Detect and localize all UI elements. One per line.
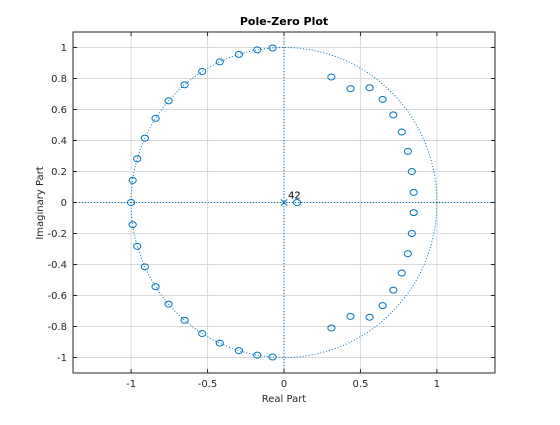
zero-marker <box>268 44 277 52</box>
y-tick-label: -0.4 <box>47 260 67 271</box>
zero-marker <box>403 147 412 155</box>
zero-marker <box>409 188 418 196</box>
zero-marker <box>198 68 207 76</box>
x-tick-label: 0.5 <box>352 379 368 390</box>
zero-marker <box>180 316 189 324</box>
zero-marker <box>128 221 137 229</box>
zero-marker <box>151 114 160 122</box>
x-tick-label: 1 <box>434 379 440 390</box>
zero-marker <box>397 269 406 277</box>
zero-marker <box>151 283 160 291</box>
zero-marker <box>234 347 243 355</box>
y-tick-label: -1 <box>57 353 67 364</box>
markers: 42 <box>127 44 418 361</box>
zero-marker <box>133 242 142 250</box>
zero-marker <box>215 58 224 66</box>
y-axis-label: Imaginary Part <box>35 166 46 239</box>
y-tick-label: -0.2 <box>47 229 67 240</box>
tick-labels: -1 -0.5 0 0.5 1 1 0.8 0.6 0.4 0.2 0 -0.2 -0.4 -0.6 -0.… <box>47 43 440 390</box>
zero-marker <box>268 353 277 361</box>
pole-multiplicity-label: 42 <box>288 191 301 202</box>
zero-marker <box>180 81 189 89</box>
zero-marker <box>407 168 416 175</box>
y-tick-label: 0 <box>61 198 67 209</box>
axes-frame <box>72 31 496 374</box>
chart-title: Pole-Zero Plot <box>240 15 328 28</box>
zero-marker <box>140 134 149 142</box>
zero-marker <box>292 199 302 206</box>
zero-marker <box>127 199 136 206</box>
zero-marker <box>346 85 355 93</box>
zero-marker <box>128 176 137 184</box>
zero-marker <box>409 209 418 217</box>
zero-marker <box>164 97 173 105</box>
zero-marker <box>327 73 336 81</box>
zero-marker <box>407 230 416 237</box>
y-tick-label: 0.2 <box>51 167 67 178</box>
x-axis-label: Real Part <box>262 394 307 405</box>
zero-marker <box>378 95 387 103</box>
zero-marker <box>253 46 262 54</box>
zero-marker <box>389 286 398 294</box>
zero-marker <box>403 250 412 258</box>
zero-marker <box>234 50 243 58</box>
zero-marker <box>346 312 355 320</box>
zero-marker <box>389 111 398 119</box>
zero-marker <box>140 263 149 271</box>
zero-marker <box>397 128 406 136</box>
zero-marker <box>365 313 374 321</box>
zero-marker <box>327 324 336 332</box>
zero-marker <box>253 351 262 359</box>
y-tick-label: -0.6 <box>47 291 67 302</box>
zero-marker <box>365 84 374 92</box>
x-tick-label: -1 <box>126 379 136 390</box>
zero-marker <box>133 155 142 163</box>
zero-marker <box>378 302 387 310</box>
y-tick-label: 0.8 <box>51 74 67 85</box>
y-tick-label: 0.6 <box>51 105 67 116</box>
pole-marker-stroke <box>280 198 288 207</box>
y-tick-label: 0.4 <box>51 136 67 147</box>
zero-marker <box>198 329 207 337</box>
zero-marker <box>215 339 224 347</box>
x-tick-label: -0.5 <box>198 379 218 390</box>
y-tick-label: 1 <box>61 43 67 54</box>
zero-marker <box>164 300 173 308</box>
y-tick-label: -0.8 <box>47 322 67 333</box>
x-tick-label: 0 <box>281 379 287 390</box>
